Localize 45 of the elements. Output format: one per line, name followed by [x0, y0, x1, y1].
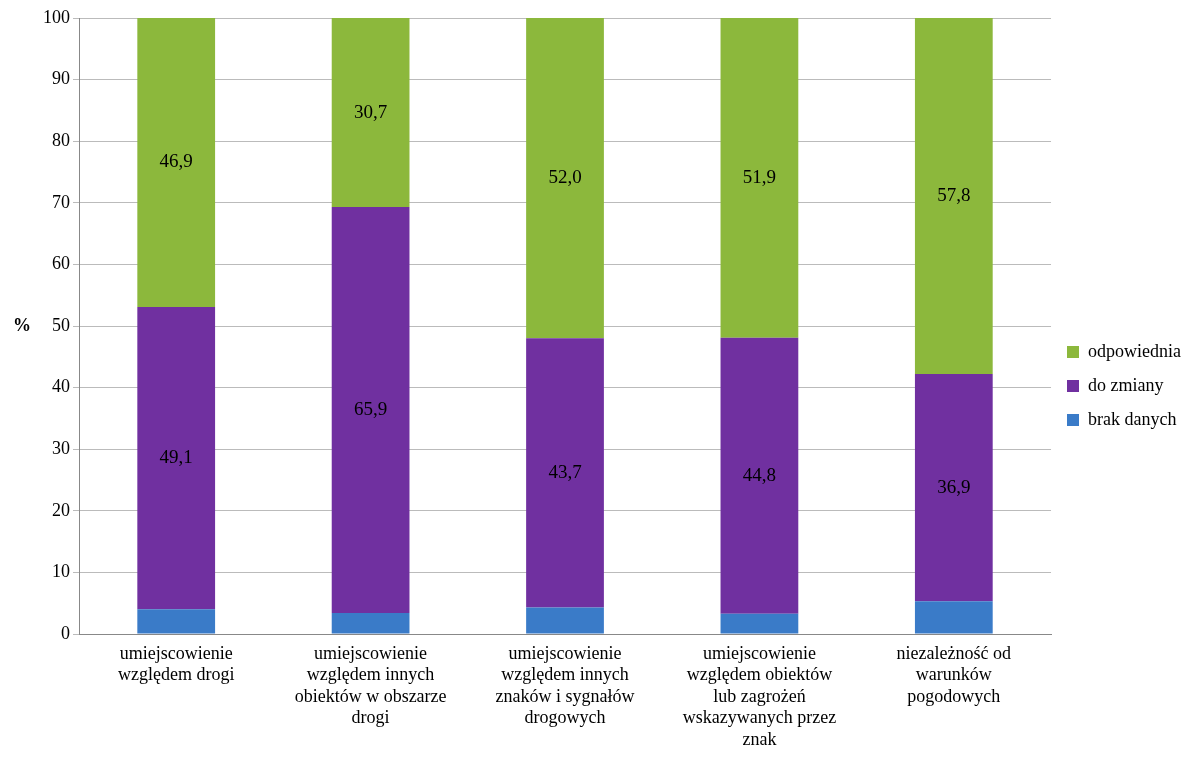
y-tick-label: 0: [61, 622, 70, 643]
legend-label: do zmiany: [1088, 374, 1164, 395]
y-tick-label: 50: [52, 314, 70, 335]
bar: [331, 613, 410, 634]
y-tick-label: 30: [52, 437, 70, 458]
y-axis-title: %: [13, 314, 31, 335]
bar: [137, 306, 216, 610]
data-label: 44,8: [742, 463, 777, 485]
y-tick-label: 90: [52, 68, 70, 89]
bar: [720, 337, 799, 614]
data-label: 30,7: [353, 100, 388, 122]
data-label: 43,7: [548, 460, 582, 482]
data-label: 46,9: [159, 150, 193, 172]
x-tick-label: umiejscowienie względem innych obiektów w obszarze drogi: [294, 642, 447, 728]
y-tick-label: 100: [43, 6, 70, 27]
x-tick-label: niezależność od warunków pogodowych: [896, 642, 1012, 706]
bar: [331, 18, 410, 208]
bar: [526, 338, 604, 608]
y-tick-label: 40: [52, 376, 70, 397]
bar: [137, 18, 216, 307]
data-label: 52,0: [548, 166, 582, 188]
bar: [526, 18, 604, 339]
bar: [526, 607, 604, 634]
bar: [914, 18, 993, 375]
data-label: 57,8: [937, 184, 971, 206]
x-tick-label: umiejscowienie względem drogi: [117, 642, 235, 685]
data-label: 65,9: [353, 398, 388, 420]
y-tick-label: 10: [52, 561, 70, 582]
y-tick-label: 60: [52, 253, 70, 274]
y-tick-label: 20: [52, 499, 70, 520]
bar: [720, 18, 799, 338]
x-tick-label: umiejscowienie względem obiektów lub zagrożeń wskazywanych przez znak: [682, 642, 837, 749]
data-label: 51,9: [742, 165, 777, 187]
bar: [331, 207, 410, 614]
data-label: 36,9: [937, 475, 971, 497]
legend-label: brak danych: [1088, 408, 1177, 429]
bar: [914, 601, 993, 634]
y-tick-label: 80: [52, 129, 70, 150]
x-tick-label: umiejscowienie względem innych znaków i sygnałów drogowych: [495, 642, 635, 728]
bar: [137, 609, 216, 634]
bar: [914, 374, 993, 602]
data-label: 49,1: [159, 446, 193, 468]
legend-label: odpowiednia: [1088, 340, 1182, 361]
bar: [720, 613, 799, 634]
y-tick-label: 70: [52, 191, 70, 212]
